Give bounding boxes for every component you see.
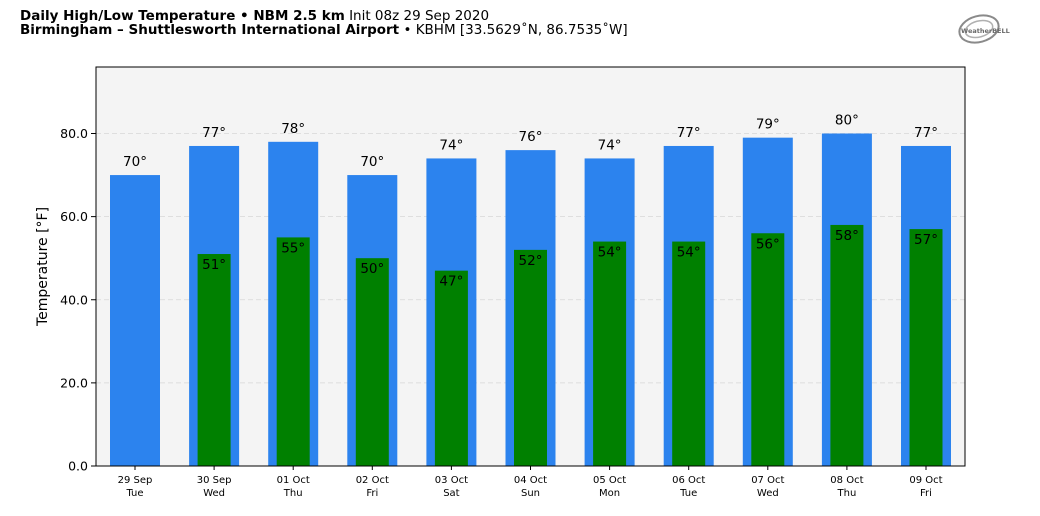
low-temp-bar	[197, 254, 231, 466]
plot-frame	[95, 66, 966, 467]
x-tick-day: Wed	[203, 488, 225, 499]
x-tick-date: 05 Oct	[593, 475, 626, 486]
bar-value-labels: 70° 77° 51° 78° 55° 70° 50° 74° 47° 76° 52° 74° 54° 7…	[123, 113, 938, 290]
y-axis: 0.0 20.0 40.0 60.0 80.0	[60, 126, 96, 474]
x-tick-day: Tue	[679, 488, 697, 499]
low-temp-label: 57°	[914, 232, 938, 248]
high-temp-bar	[821, 133, 872, 466]
high-temp-label: 78°	[281, 121, 305, 137]
high-temp-label: 80°	[835, 113, 859, 129]
high-temp-bar	[110, 175, 160, 466]
low-temp-bars	[197, 224, 943, 466]
low-temp-label: 54°	[598, 245, 622, 261]
low-temp-bar	[751, 233, 785, 466]
low-temp-label: 55°	[281, 240, 305, 256]
high-temp-bar	[347, 175, 398, 466]
x-tick-date: 29 Sep	[118, 475, 153, 486]
chart-header: Daily High/Low Temperature • NBM 2.5 km …	[20, 9, 628, 37]
y-tick-label: 80.0	[60, 126, 88, 141]
low-temp-bar	[276, 237, 310, 466]
weatherbell-logo: WeatherBELL	[958, 14, 1010, 44]
title-line: Daily High/Low Temperature • NBM 2.5 km …	[20, 9, 628, 23]
x-tick-day: Sat	[443, 488, 459, 499]
station-info: • KBHM [33.5629˚N, 86.7535˚W]	[403, 22, 628, 38]
y-tick-label: 60.0	[60, 209, 88, 224]
low-temp-label: 54°	[677, 245, 701, 261]
x-tick-date: 01 Oct	[277, 475, 310, 486]
low-temp-bar	[514, 249, 547, 466]
high-temp-bar	[426, 158, 477, 466]
high-temp-bar	[505, 150, 556, 466]
x-tick-day: Fri	[366, 488, 378, 499]
low-temp-bar	[672, 241, 706, 466]
low-temp-label: 56°	[756, 236, 780, 252]
low-temp-bar	[909, 229, 943, 466]
x-tick-date: 07 Oct	[751, 475, 784, 486]
low-temp-label: 51°	[202, 257, 226, 273]
x-tick-date: 09 Oct	[909, 475, 942, 486]
y-tick-label: 40.0	[60, 292, 88, 307]
x-tick-day: Wed	[757, 488, 779, 499]
x-tick-date: 03 Oct	[435, 475, 468, 486]
high-temp-bar	[742, 137, 793, 466]
location-line: Birmingham – Shuttlesworth International…	[20, 23, 628, 37]
x-tick-date: 30 Sep	[197, 475, 232, 486]
high-temp-bar	[268, 141, 319, 466]
high-temp-bar	[663, 145, 714, 466]
x-tick-day: Tue	[125, 488, 143, 499]
x-tick-day: Thu	[837, 488, 857, 499]
high-temp-label: 79°	[756, 117, 780, 133]
y-tick-label: 0.0	[68, 459, 88, 474]
high-temp-label: 77°	[914, 125, 938, 141]
x-tick-date: 08 Oct	[830, 475, 863, 486]
x-tick-date: 04 Oct	[514, 475, 547, 486]
x-tick-date: 06 Oct	[672, 475, 705, 486]
high-temp-label: 70°	[123, 154, 147, 170]
chart-title: Daily High/Low Temperature • NBM 2.5 km	[20, 8, 345, 24]
low-temp-bar	[830, 224, 864, 466]
high-temp-label: 74°	[598, 137, 622, 153]
x-tick-day: Thu	[283, 488, 303, 499]
x-axis: 29 Sep Tue 30 Sep Wed 01 Oct Thu 02 Oct Fri 03 O…	[118, 466, 943, 499]
low-temp-bar	[593, 241, 627, 466]
high-temp-bar	[584, 158, 635, 466]
logo-text: WeatherBELL	[961, 27, 1010, 35]
x-tick-day: Sun	[521, 488, 540, 499]
low-temp-label: 50°	[360, 261, 384, 277]
x-tick-day: Mon	[599, 488, 620, 499]
high-temp-label: 70°	[360, 154, 384, 170]
high-temp-label: 74°	[439, 137, 463, 153]
grid-lines	[96, 133, 965, 384]
x-tick-date: 02 Oct	[356, 475, 389, 486]
low-temp-bar	[355, 258, 389, 466]
location-name: Birmingham – Shuttlesworth International…	[20, 22, 400, 38]
y-axis-label: Temperature [°F]	[35, 207, 51, 327]
y-tick-label: 20.0	[60, 375, 88, 390]
init-time: Init 08z 29 Sep 2020	[349, 8, 490, 24]
x-tick-day: Fri	[920, 488, 932, 499]
high-temp-label: 76°	[519, 129, 543, 145]
high-temp-label: 77°	[677, 125, 701, 141]
low-temp-label: 47°	[439, 274, 463, 290]
low-temp-label: 52°	[519, 253, 543, 269]
plot-area	[96, 67, 965, 466]
low-temp-label: 58°	[835, 228, 859, 244]
high-temp-label: 77°	[202, 125, 226, 141]
low-temp-bar	[434, 270, 468, 466]
high-temp-bar	[189, 145, 240, 466]
high-temp-bar	[901, 145, 951, 466]
high-temp-bars	[110, 133, 951, 466]
